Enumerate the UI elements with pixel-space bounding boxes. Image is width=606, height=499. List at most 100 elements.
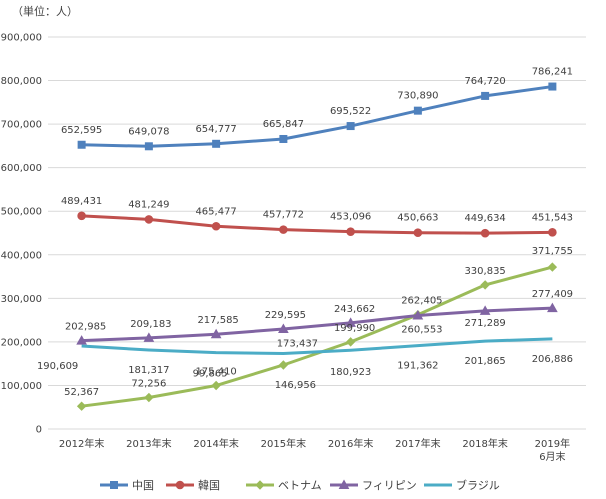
- y-axis-ticks: 0 100,000 200,000 300,000 400,000 500,000 600,…: [1, 33, 42, 436]
- data-point: [144, 215, 154, 224]
- legend-item: ベトナム: [246, 479, 322, 492]
- data-point: [346, 227, 355, 236]
- data-label: 695,522: [330, 106, 371, 117]
- y-tick-label: 300,000: [1, 294, 42, 305]
- data-label: 243,662: [334, 304, 375, 315]
- data-label: 489,431: [61, 196, 102, 207]
- legend-label: フィリピン: [362, 479, 417, 492]
- data-label: 786,241: [532, 67, 573, 78]
- data-label: 72,256: [131, 379, 166, 390]
- data-point: [77, 211, 86, 221]
- legend-label: 中国: [132, 479, 154, 492]
- data-label: 202,985: [65, 322, 106, 333]
- legend-label: 韓国: [198, 479, 220, 492]
- data-label: 209,183: [130, 319, 171, 330]
- legend-label: ベトナム: [278, 479, 322, 492]
- x-axis-ticks: 2012年末 2013年末 2014年末 2015年末 2016年末 2017年末 2018…: [59, 437, 570, 463]
- data-label: 52,367: [64, 387, 99, 398]
- data-label: 271,289: [464, 318, 505, 329]
- data-label: 330,835: [464, 266, 505, 277]
- data-point: [480, 280, 490, 290]
- y-tick-label: 200,000: [1, 337, 42, 348]
- data-label: 481,249: [128, 199, 169, 210]
- data-point: [143, 332, 155, 342]
- data-point: [278, 323, 289, 333]
- data-point: [278, 360, 289, 370]
- data-label: 450,663: [397, 213, 438, 224]
- data-label: 146,956: [275, 380, 316, 391]
- data-label: 764,720: [464, 76, 505, 87]
- y-tick-label: 900,000: [1, 33, 42, 44]
- legend-marker: [110, 481, 118, 489]
- data-point: [211, 221, 221, 231]
- data-label: 453,096: [330, 212, 371, 223]
- data-label: 99,865: [193, 369, 228, 380]
- data-label: 190,609: [37, 361, 78, 372]
- series-line: [81, 85, 553, 148]
- data-label: 652,595: [61, 125, 102, 136]
- series-2: [76, 262, 558, 411]
- data-point: [547, 262, 558, 272]
- data-label: 730,890: [397, 91, 438, 102]
- x-tick-label: 2012年末: [59, 437, 104, 450]
- data-label: 173,437: [277, 338, 318, 349]
- legend-label: ブラジル: [456, 478, 500, 492]
- data-point: [480, 228, 490, 238]
- data-label: 229,595: [265, 310, 306, 321]
- legend-marker: [338, 479, 350, 489]
- data-point: [413, 106, 422, 115]
- data-label: 665,847: [263, 119, 304, 130]
- y-tick-label: 100,000: [1, 381, 42, 392]
- x-tick-label: 2017年末: [395, 437, 440, 450]
- data-point: [548, 82, 557, 91]
- data-point: [345, 337, 356, 347]
- series-line: [81, 214, 553, 235]
- series-line: [81, 306, 553, 343]
- data-label: 191,362: [397, 361, 438, 372]
- data-label: 181,317: [128, 365, 169, 376]
- series-lines: [76, 82, 558, 411]
- series-4: [81, 337, 553, 355]
- data-label: 371,755: [532, 246, 573, 257]
- gridlines: [48, 36, 586, 430]
- data-label: 217,585: [197, 315, 238, 326]
- y-tick-label: 400,000: [1, 250, 42, 261]
- data-label: 262,405: [401, 296, 442, 307]
- data-point: [346, 122, 355, 131]
- legend: 中国 韓国 ベトナム フィリピン ブラジル: [100, 478, 500, 492]
- x-tick-label: 2018年末: [462, 437, 507, 450]
- data-label: 649,078: [128, 126, 169, 137]
- series-1: [77, 211, 557, 238]
- data-label: 199,990: [334, 323, 375, 334]
- data-label: 654,777: [195, 124, 236, 135]
- data-label: 449,634: [464, 213, 505, 224]
- data-point: [548, 228, 557, 237]
- data-point: [212, 139, 221, 148]
- x-tick-label: 2013年末: [126, 437, 171, 450]
- data-label: 206,886: [532, 354, 573, 365]
- data-point: [481, 91, 490, 100]
- data-label: 457,772: [263, 210, 304, 221]
- data-point: [345, 317, 356, 327]
- series-3: [76, 302, 558, 345]
- legend-item: 中国: [100, 479, 154, 492]
- x-tick-label: 2016年末: [328, 437, 373, 450]
- y-tick-label: 700,000: [1, 120, 42, 131]
- data-point: [211, 380, 221, 391]
- y-tick-label: 600,000: [1, 163, 42, 174]
- data-point: [76, 335, 87, 345]
- series-line: [81, 265, 553, 408]
- x-tick-label: 2019年 6月末: [535, 437, 570, 463]
- x-tick-label: 2015年末: [261, 437, 306, 450]
- data-point: [144, 142, 153, 151]
- data-point: [412, 309, 424, 320]
- data-point: [413, 228, 423, 238]
- y-tick-label: 800,000: [1, 76, 42, 87]
- legend-item: ブラジル: [424, 478, 500, 492]
- data-point: [77, 140, 86, 149]
- data-point: [210, 328, 222, 339]
- series-0: [77, 82, 557, 151]
- data-point: [547, 302, 558, 313]
- data-label: 180,923: [330, 367, 371, 378]
- legend-marker: [175, 480, 185, 490]
